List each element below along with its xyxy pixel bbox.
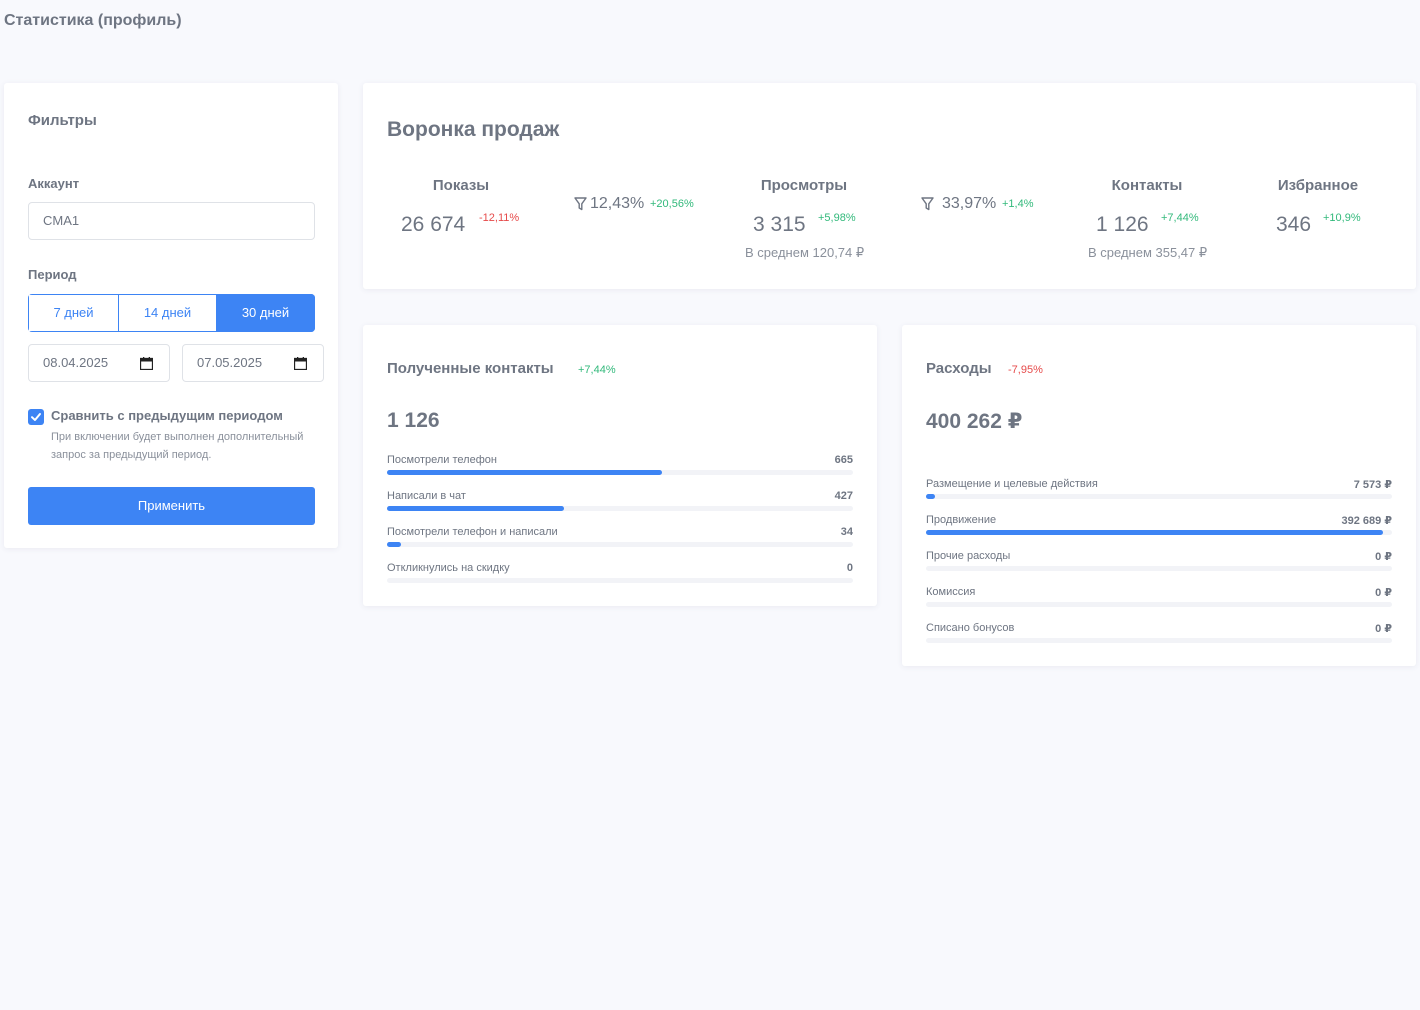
compare-checkbox[interactable] [28, 409, 44, 425]
conversion-delta: +20,56% [650, 198, 694, 210]
expenses-row-label: Комиссия [926, 586, 976, 598]
contacts-row: Посмотрели телефон 665 [387, 454, 853, 484]
expenses-row-track [926, 602, 1392, 607]
checkmark-icon [31, 413, 41, 421]
funnel-icon [574, 197, 587, 211]
contacts-row-track [387, 470, 853, 475]
expenses-row-bar [926, 530, 1384, 535]
funnel-stage-name: Контакты [1111, 177, 1183, 194]
funnel-stage-average: В среднем 120,74 ₽ [745, 245, 865, 260]
date-from-value: 08.04.2025 [43, 355, 109, 370]
expenses-row-track [926, 530, 1392, 535]
funnel-stage-average: В среднем 355,47 ₽ [1088, 245, 1208, 260]
period-14-days-button[interactable]: 14 дней [119, 294, 217, 332]
funnel-stage-value: 26 674 [401, 213, 466, 236]
calendar-icon[interactable] [140, 357, 153, 370]
funnel-stage-value: 3 315 [753, 213, 806, 236]
contacts-row-label: Откликнулись на скидку [387, 562, 510, 574]
date-from-field[interactable]: 08.04.2025 [28, 344, 170, 382]
expenses-row: Продвижение 392 689 ₽ [926, 514, 1392, 544]
expenses-row-value: 0 ₽ [1375, 551, 1392, 563]
filters-title: Фильтры [28, 112, 97, 129]
compare-label[interactable]: Сравнить с предыдущим периодом [51, 408, 283, 423]
contacts-row-value: 427 [834, 490, 853, 502]
received-contacts-card: Полученные контакты +7,44% 1 126 Посмотр… [363, 325, 877, 606]
expenses-row: Прочие расходы 0 ₽ [926, 550, 1392, 580]
apply-button[interactable]: Применить [28, 487, 315, 525]
funnel-stage-delta: +7,44% [1161, 212, 1199, 224]
expenses-row-label: Прочие расходы [926, 550, 1011, 562]
expenses-row: Списано бонусов 0 ₽ [926, 622, 1392, 652]
contacts-row: Откликнулись на скидку 0 [387, 562, 853, 592]
period-30-days-button[interactable]: 30 дней [217, 294, 315, 332]
contacts-row-bar [387, 542, 401, 547]
calendar-icon[interactable] [294, 357, 307, 370]
date-to-value: 07.05.2025 [197, 355, 263, 370]
expenses-row-bar [926, 494, 935, 499]
expenses-row-label: Продвижение [926, 514, 997, 526]
expenses-row: Комиссия 0 ₽ [926, 586, 1392, 616]
expenses-row-label: Списано бонусов [926, 622, 1015, 634]
contacts-delta: +7,44% [578, 364, 616, 376]
contacts-row-track [387, 578, 853, 583]
period-selector: 7 дней 14 дней 30 дней [28, 294, 315, 332]
expenses-row-track [926, 638, 1392, 643]
funnel-stage-value: 1 126 [1096, 213, 1149, 236]
contacts-row: Написали в чат 427 [387, 490, 853, 520]
account-input[interactable]: CMA1 [28, 202, 315, 240]
funnel-title: Воронка продаж [387, 118, 560, 141]
sales-funnel-card: Воронка продаж Показы 26 674 -12,11% 12,… [363, 83, 1416, 289]
expenses-row: Размещение и целевые действия 7 573 ₽ [926, 478, 1392, 508]
expenses-row-value: 0 ₽ [1375, 623, 1392, 635]
period-label: Период [28, 267, 77, 282]
contacts-row-bar [387, 506, 565, 511]
date-to-field[interactable]: 07.05.2025 [182, 344, 324, 382]
contacts-row: Посмотрели телефон и написали 34 [387, 526, 853, 556]
contacts-row-label: Посмотрели телефон [387, 454, 497, 466]
funnel-stage-name: Показы [432, 177, 490, 194]
expenses-row-value: 0 ₽ [1375, 587, 1392, 599]
contacts-row-value: 34 [840, 526, 853, 538]
expenses-row-track [926, 566, 1392, 571]
contacts-row-bar [387, 470, 662, 475]
conversion-rate: 12,43% [590, 195, 645, 212]
expenses-total: 400 262 ₽ [926, 410, 1023, 433]
expenses-card: Расходы -7,95% 400 262 ₽ Размещение и це… [902, 325, 1416, 666]
contacts-row-label: Посмотрели телефон и написали [387, 526, 558, 538]
funnel-stage-name: Избранное [1277, 177, 1359, 194]
expenses-row-label: Размещение и целевые действия [926, 478, 1098, 490]
contacts-row-value: 0 [846, 562, 853, 574]
conversion-delta: +1,4% [1002, 198, 1034, 210]
compare-hint: При включении будет выполнен дополнитель… [51, 431, 304, 461]
expenses-row-value: 7 573 ₽ [1353, 479, 1392, 491]
period-7-days-button[interactable]: 7 дней [28, 294, 119, 332]
expenses-title: Расходы [926, 360, 992, 377]
conversion-rate: 33,97% [942, 195, 997, 212]
funnel-icon [921, 197, 934, 211]
funnel-stage-delta: -12,11% [479, 212, 520, 224]
contacts-row-value: 665 [834, 454, 853, 466]
contacts-row-track [387, 542, 853, 547]
funnel-stage-name: Просмотры [760, 177, 848, 194]
contacts-row-track [387, 506, 853, 511]
funnel-stage-value: 346 [1276, 213, 1312, 236]
funnel-stage-delta: +5,98% [818, 212, 856, 224]
contacts-title: Полученные контакты [387, 360, 554, 377]
filters-panel: Фильтры Аккаунт CMA1 Период 7 дней 14 дн… [4, 83, 338, 548]
account-label: Аккаунт [28, 176, 80, 191]
contacts-row-label: Написали в чат [387, 490, 466, 502]
expenses-row-track [926, 494, 1392, 499]
contacts-total: 1 126 [387, 409, 440, 432]
funnel-stage-delta: +10,9% [1323, 212, 1361, 224]
expenses-delta: -7,95% [1008, 364, 1043, 376]
expenses-row-value: 392 689 ₽ [1341, 515, 1392, 527]
page-title: Статистика (профиль) [4, 12, 182, 29]
